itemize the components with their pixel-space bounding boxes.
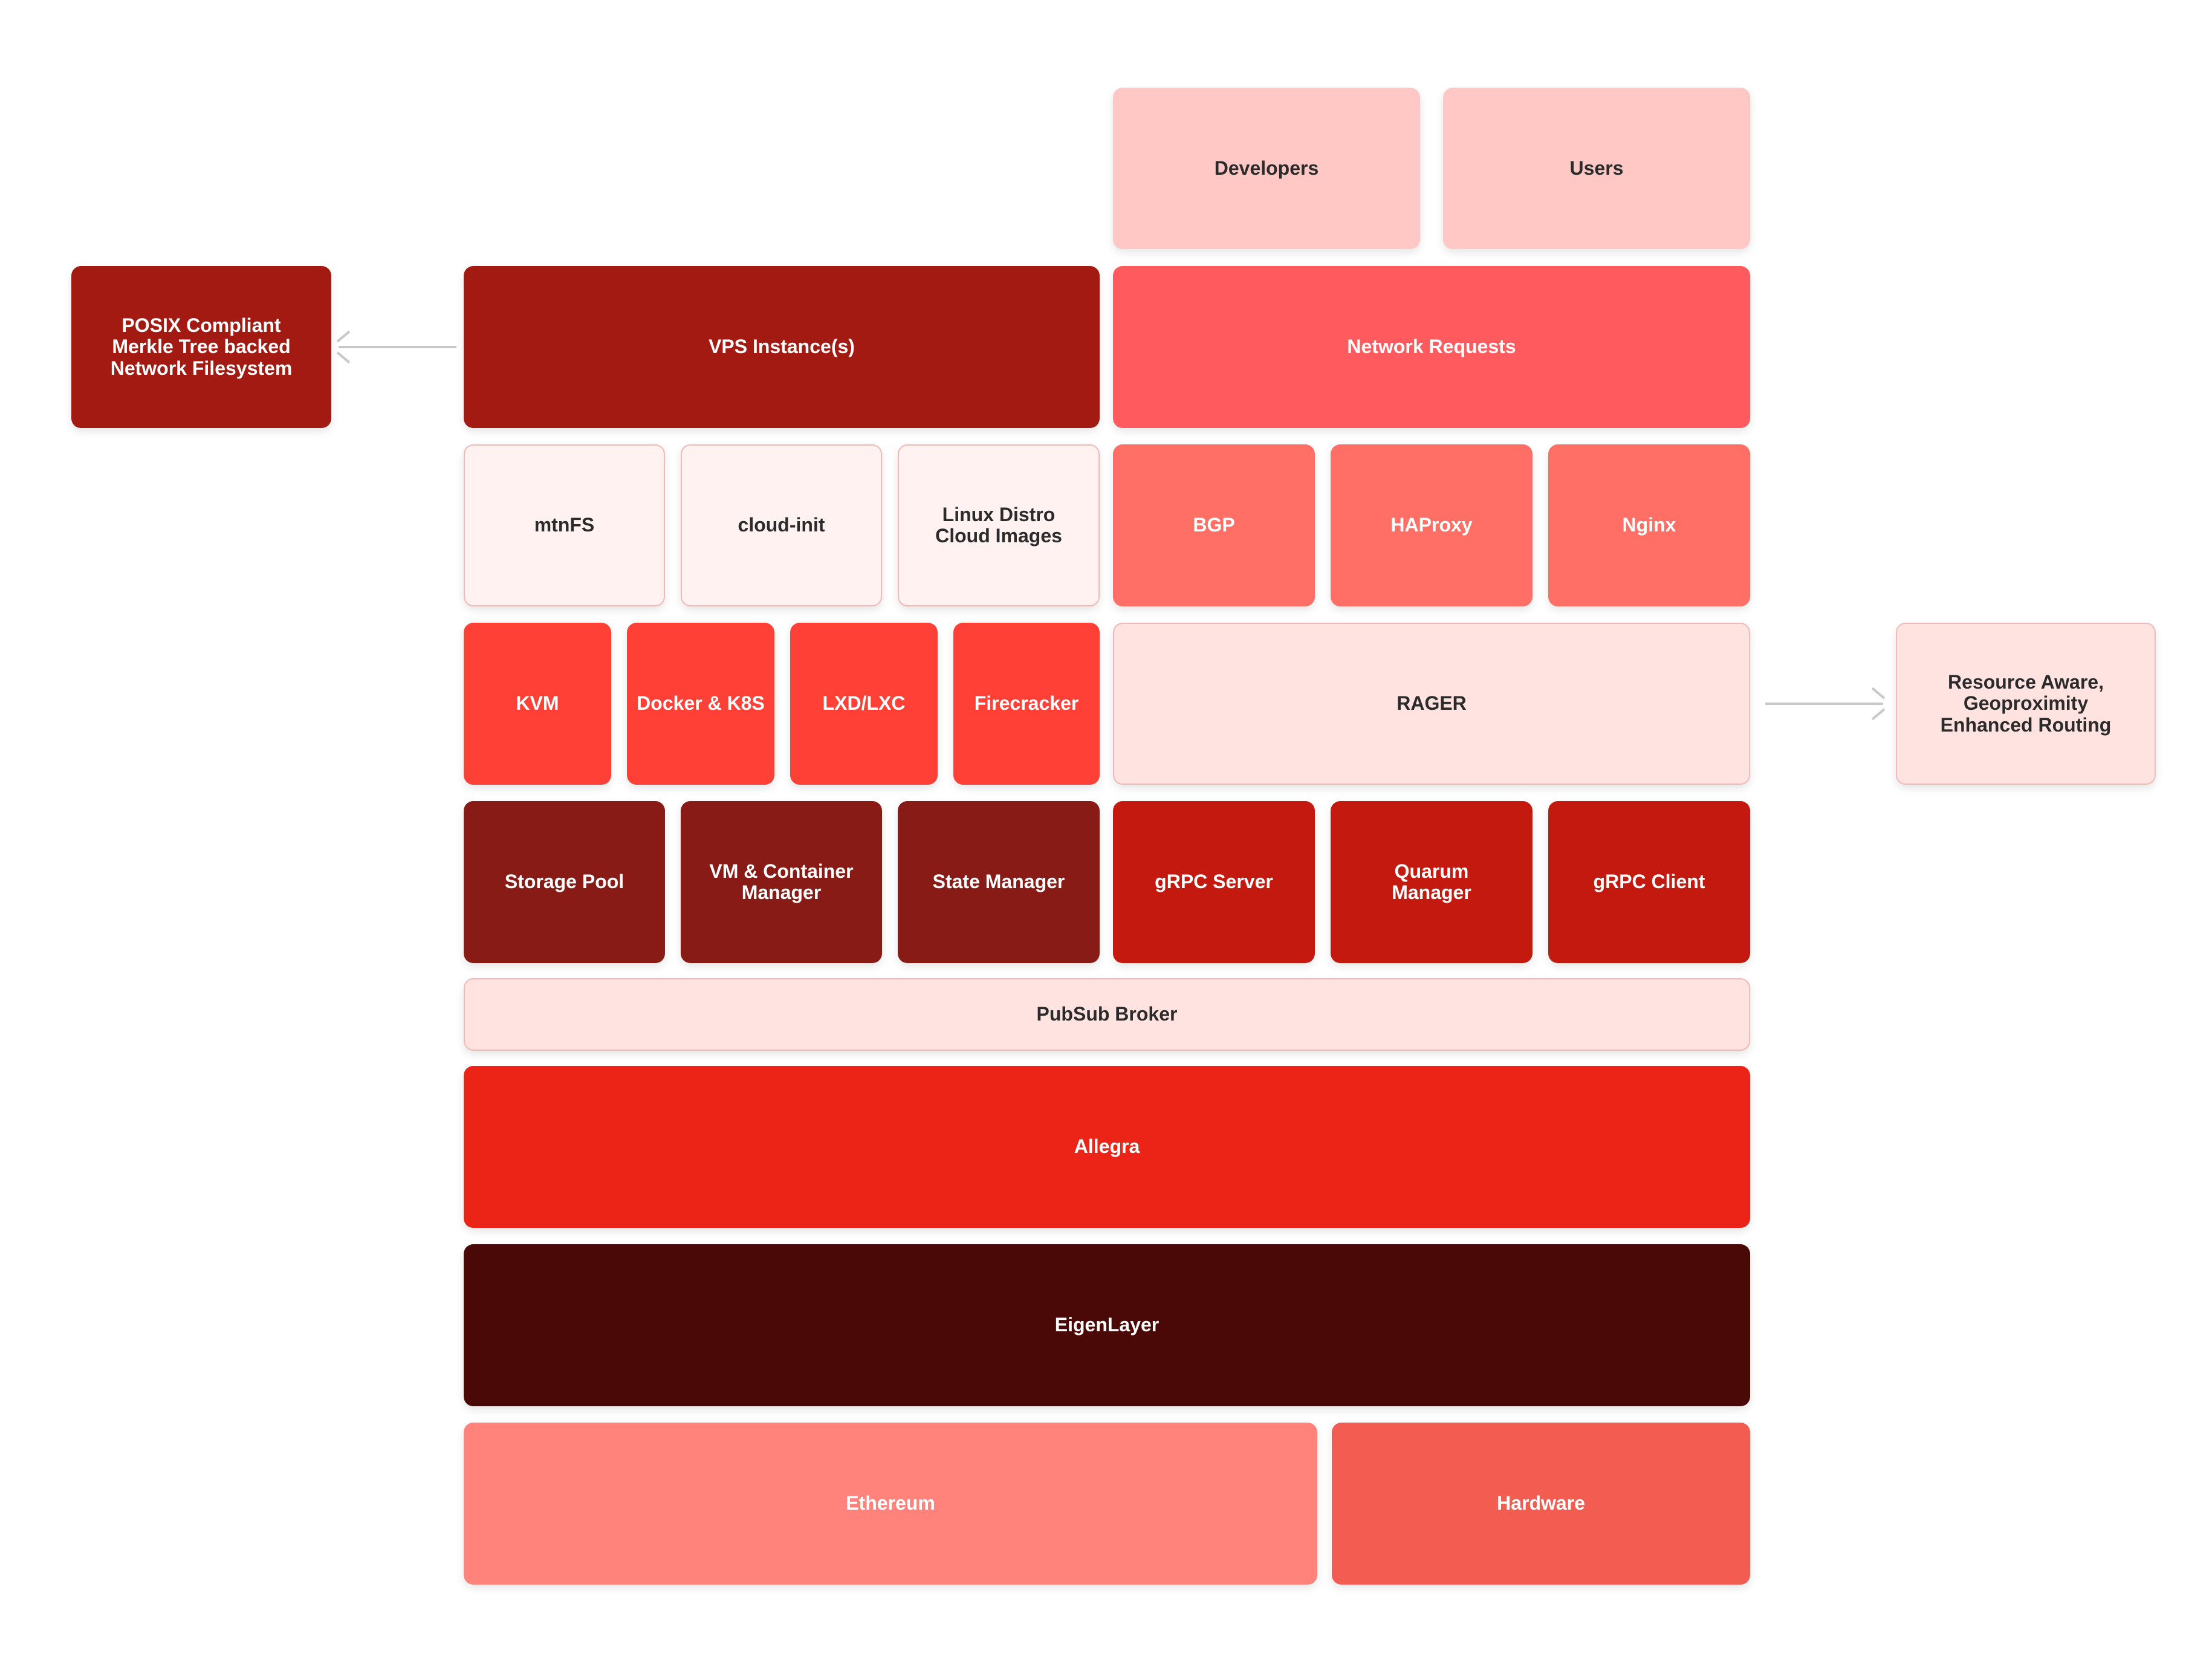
- arrow-to-routing: [1765, 703, 1883, 705]
- eigenlayer-block: EigenLayer: [464, 1244, 1750, 1406]
- firecracker-block: Firecracker: [953, 623, 1100, 785]
- kvm-block: KVM: [464, 623, 611, 785]
- docker-k8s-block: Docker & K8S: [627, 623, 774, 785]
- nginx-block: Nginx: [1548, 444, 1750, 606]
- arrow-to-posix: [339, 346, 456, 348]
- ethereum-block: Ethereum: [464, 1423, 1317, 1585]
- rager-block: RAGER: [1113, 623, 1750, 785]
- haproxy-block: HAProxy: [1331, 444, 1533, 606]
- users-block: Users: [1443, 88, 1750, 249]
- grpc-client-block: gRPC Client: [1548, 801, 1750, 963]
- grpc-server-block: gRPC Server: [1113, 801, 1315, 963]
- quarum-manager-block: Quarum Manager: [1331, 801, 1533, 963]
- allegra-block: Allegra: [464, 1066, 1750, 1228]
- vm-container-manager-block: VM & Container Manager: [681, 801, 882, 963]
- posix-filesystem-block: POSIX Compliant Merkle Tree backed Netwo…: [71, 266, 331, 428]
- bgp-block: BGP: [1113, 444, 1315, 606]
- cloud-init-block: cloud-init: [681, 444, 882, 606]
- network-requests-block: Network Requests: [1113, 266, 1750, 428]
- state-manager-block: State Manager: [898, 801, 1100, 963]
- vps-instances-block: VPS Instance(s): [464, 266, 1100, 428]
- storage-pool-block: Storage Pool: [464, 801, 665, 963]
- linux-distro-block: Linux Distro Cloud Images: [898, 444, 1100, 606]
- developers-block: Developers: [1113, 88, 1420, 249]
- lxd-lxc-block: LXD/LXC: [790, 623, 938, 785]
- hardware-block: Hardware: [1332, 1423, 1750, 1585]
- mtnfs-block: mtnFS: [464, 444, 665, 606]
- pubsub-broker-block: PubSub Broker: [464, 978, 1750, 1051]
- resource-aware-routing-block: Resource Aware, Geoproximity Enhanced Ro…: [1896, 623, 2156, 785]
